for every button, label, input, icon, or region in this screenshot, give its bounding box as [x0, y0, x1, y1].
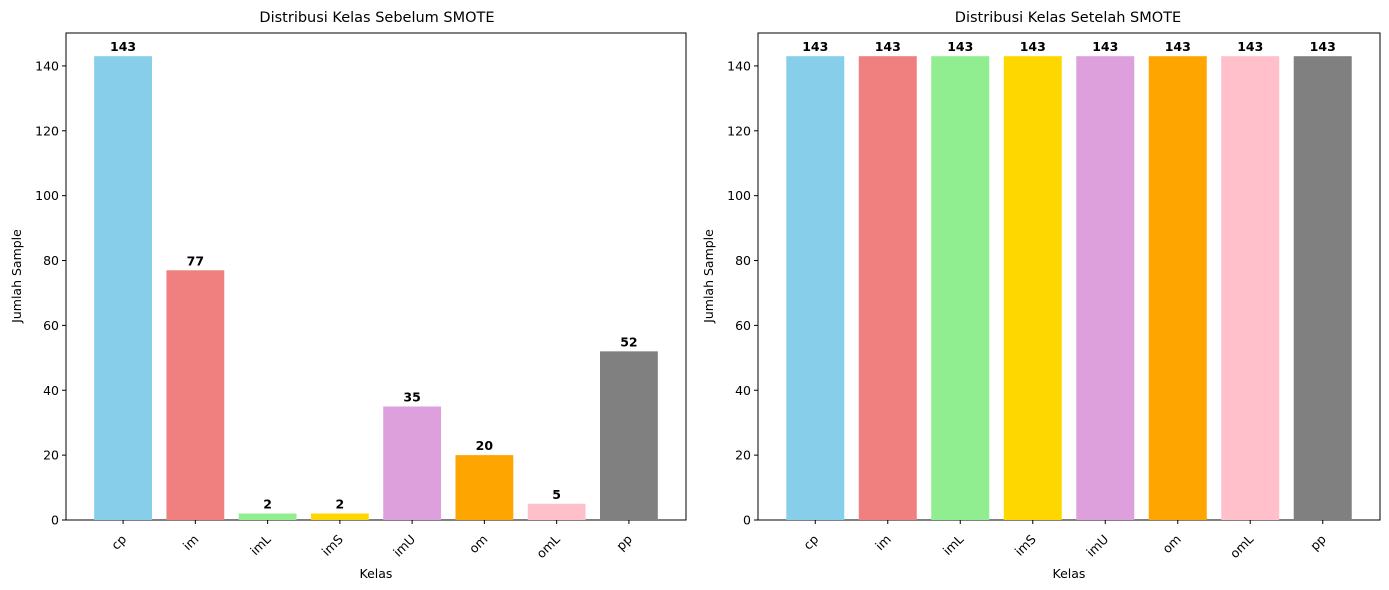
- bar-imL: [238, 513, 297, 520]
- data-labels: 143 143 143 143 143 143 143 143: [802, 39, 1336, 54]
- x-tick-label-omL: omL: [533, 531, 563, 561]
- bar-imU: [1076, 56, 1135, 520]
- x-tick-label-pp: pp: [613, 531, 635, 553]
- x-tick-label-imL: imL: [247, 531, 274, 558]
- bar-om: [455, 455, 514, 520]
- bar-cp: [94, 56, 152, 520]
- data-label-om: 143: [1165, 39, 1191, 54]
- x-axis-ticks: cp im imL imS imU om omL pp: [108, 520, 635, 561]
- y-tick-label: 100: [727, 188, 751, 203]
- y-tick-label: 80: [735, 253, 751, 268]
- bar-imL: [931, 56, 990, 520]
- y-tick-label: 80: [43, 253, 59, 268]
- data-label-imS: 2: [336, 497, 345, 512]
- data-label-omL: 5: [552, 487, 561, 502]
- x-tick-label-pp: pp: [1307, 531, 1329, 553]
- bar-om: [1148, 56, 1207, 520]
- x-tick-label-imU: imU: [390, 532, 418, 560]
- x-axis-label: Kelas: [1053, 566, 1086, 581]
- data-label-cp: 143: [802, 39, 828, 54]
- y-tick-label: 140: [727, 58, 751, 73]
- bar-imU: [383, 406, 442, 520]
- x-tick-label-om: om: [1159, 532, 1184, 557]
- x-tick-label-imL: imL: [940, 531, 967, 558]
- plot-frame: [65, 32, 687, 521]
- bar-omL: [1221, 56, 1280, 520]
- bar-omL: [527, 503, 586, 520]
- x-axis-label: Kelas: [360, 566, 393, 581]
- data-label-imS: 143: [1020, 39, 1046, 54]
- y-tick-label: 60: [43, 318, 59, 333]
- y-tick-label: 20: [43, 448, 59, 463]
- data-label-omL: 143: [1237, 39, 1263, 54]
- y-axis-label: Jumlah Sample: [9, 229, 24, 324]
- chart-title: Distribusi Kelas Setelah SMOTE: [955, 10, 1181, 26]
- bar-cp: [786, 56, 845, 520]
- y-tick-label: 140: [35, 58, 59, 73]
- x-tick-label-im: im: [180, 532, 202, 554]
- x-tick-label-im: im: [872, 532, 894, 554]
- y-axis-ticks: 0 20 40 60 80 100 120 140: [35, 58, 66, 528]
- x-tick-label-imS: imS: [1012, 531, 1039, 558]
- x-tick-label-om: om: [466, 532, 491, 557]
- panel-before-smote: Distribusi Kelas Sebelum SMOTE 143 77 2 2 35…: [9, 10, 687, 581]
- data-label-cp: 143: [110, 39, 136, 54]
- bar-imS: [310, 513, 369, 520]
- bar-im: [166, 270, 225, 520]
- y-tick-label: 0: [51, 513, 59, 528]
- data-label-om: 20: [476, 438, 494, 453]
- data-label-im: 77: [187, 253, 204, 268]
- bars: [786, 56, 1352, 520]
- bars: [94, 56, 658, 520]
- chart-title: Distribusi Kelas Sebelum SMOTE: [259, 10, 494, 26]
- bar-imS: [1003, 56, 1062, 520]
- y-axis-label: Jumlah Sample: [701, 229, 716, 324]
- x-tick-label-omL: omL: [1227, 531, 1257, 561]
- data-label-imL: 2: [263, 497, 272, 512]
- x-tick-label-cp: cp: [108, 531, 129, 552]
- y-tick-label: 100: [35, 188, 59, 203]
- y-tick-label: 20: [735, 448, 751, 463]
- bar-im: [858, 56, 917, 520]
- data-label-imU: 143: [1092, 39, 1118, 54]
- data-label-pp: 52: [620, 334, 637, 349]
- bar-pp: [1293, 56, 1352, 520]
- y-tick-label: 0: [743, 513, 751, 528]
- data-label-imU: 35: [403, 389, 420, 404]
- bar-pp: [600, 351, 658, 520]
- y-tick-label: 40: [735, 383, 751, 398]
- plot-frame: [757, 32, 1381, 521]
- y-axis-ticks: 0 20 40 60 80 100 120 140: [727, 58, 758, 528]
- x-tick-label-imS: imS: [319, 531, 346, 558]
- data-label-im: 143: [875, 39, 901, 54]
- y-tick-label: 120: [727, 123, 751, 138]
- data-labels: 143 77 2 2 35 20 5 52: [110, 39, 638, 511]
- panel-after-smote: Distribusi Kelas Setelah SMOTE 143 143 143…: [701, 10, 1381, 581]
- x-tick-label-imU: imU: [1083, 532, 1111, 560]
- data-label-imL: 143: [947, 39, 973, 54]
- y-tick-label: 40: [43, 383, 59, 398]
- y-tick-label: 60: [735, 318, 751, 333]
- x-axis-ticks: cp im imL imS imU om omL pp: [800, 520, 1329, 561]
- y-tick-label: 120: [35, 123, 59, 138]
- data-label-pp: 143: [1310, 39, 1336, 54]
- x-tick-label-cp: cp: [800, 531, 821, 552]
